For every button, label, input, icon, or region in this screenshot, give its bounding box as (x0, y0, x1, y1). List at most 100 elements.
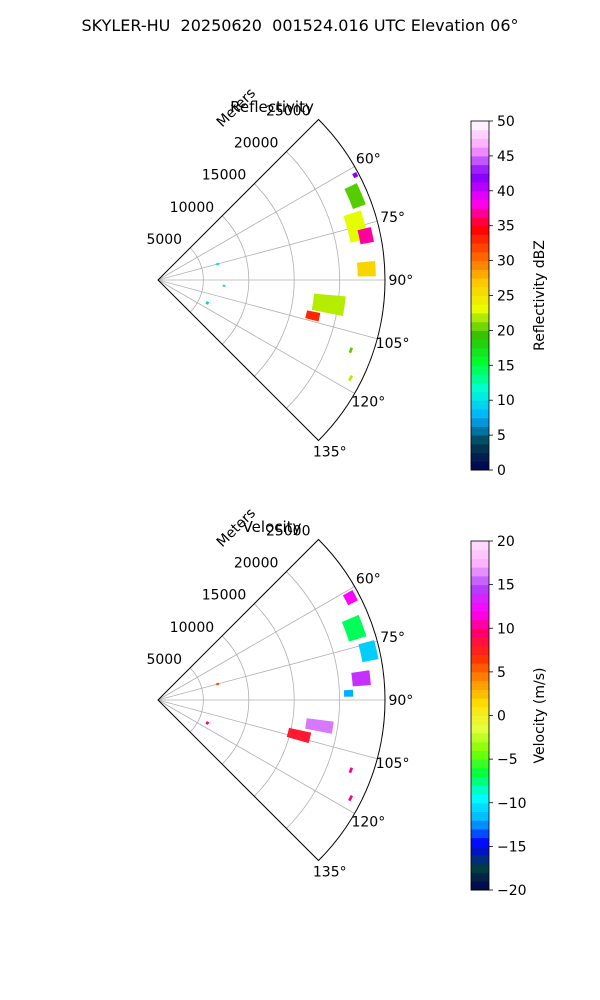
azimuth-gridline (157, 220, 378, 281)
colorbar-segment (471, 671, 489, 682)
echo-cell (348, 374, 354, 382)
sector-outline (157, 538, 386, 862)
velocity-panel: Velocity500010000150002000025000Meters60… (146, 505, 548, 899)
echo-cell (205, 721, 210, 725)
colorbar-tick-label: −20 (497, 883, 527, 899)
colorbar-tick-label: 5 (497, 428, 506, 444)
echo-cell (356, 261, 376, 277)
colorbar-segment (471, 173, 489, 183)
colorbar-tick-label: 20 (497, 323, 515, 339)
colorbar-tick-label: 0 (497, 709, 506, 725)
colorbar-segment (471, 330, 489, 340)
azimuth-tick-label: 90° (388, 693, 413, 709)
colorbar-segment (471, 794, 489, 804)
colorbar-segment (471, 129, 489, 139)
colorbar-segment (471, 225, 489, 235)
colorbar-segment (471, 295, 489, 305)
echo-cell (305, 310, 321, 322)
colorbar-segment (471, 443, 489, 454)
colorbar-segment (471, 260, 489, 270)
colorbar-segment (471, 408, 489, 419)
colorbar-segment (471, 147, 489, 157)
echo-cell (286, 727, 312, 744)
echo-cell (344, 183, 366, 210)
colorbar-segment (471, 881, 489, 891)
colorbar-segment (471, 863, 489, 874)
azimuth-tick-label: 75° (380, 630, 405, 646)
colorbar-segment (471, 654, 489, 664)
colorbar-segment (471, 251, 489, 262)
colorbar-segment (471, 304, 489, 314)
colorbar-segment (471, 584, 489, 594)
colorbar-segment (471, 374, 489, 384)
radial-tick-label: 25000 (266, 103, 311, 119)
colorbar-tick-label: −5 (497, 752, 518, 768)
azimuth-tick-label: 135° (313, 865, 347, 881)
colorbar-segment (471, 155, 489, 166)
colorbar-segment (471, 182, 489, 192)
colorbar-segment (471, 785, 489, 795)
figure-title: SKYLER-HU 20250620 001524.016 UTC Elevat… (81, 16, 519, 35)
colorbar-segment (471, 776, 489, 786)
azimuth-tick-label: 105° (376, 756, 410, 772)
colorbar-tick-label: 10 (497, 393, 515, 409)
echo-cell (342, 590, 358, 606)
echo-cell (357, 226, 374, 245)
colorbar-segment (471, 645, 489, 655)
echo-cell (216, 262, 220, 266)
echo-cell (348, 347, 354, 354)
colorbar-segment (471, 164, 489, 174)
azimuth-gridline (157, 699, 378, 760)
colorbar-segment (471, 234, 489, 244)
azimuth-gridline (157, 586, 355, 701)
colorbar-segment (471, 732, 489, 743)
azimuth-tick-label: 135° (313, 445, 347, 461)
colorbar-segment (471, 802, 489, 812)
colorbar-tick-label: 10 (497, 621, 515, 637)
colorbar-segment (471, 724, 489, 734)
colorbar-segment (471, 855, 489, 865)
colorbar-tick-label: 35 (497, 219, 515, 235)
azimuth-gridline (157, 279, 355, 394)
colorbar-segment (471, 121, 489, 131)
radial-tick-label: 5000 (146, 652, 182, 668)
colorbar-tick-label: 25 (497, 289, 515, 305)
panel-title: Reflectivity (230, 98, 314, 116)
azimuth-tick-label: 75° (380, 210, 405, 226)
radial-tick-label: 20000 (234, 556, 279, 572)
colorbar-segment (471, 567, 489, 577)
colorbar-segment (471, 759, 489, 769)
colorbar-segment (471, 575, 489, 586)
colorbar-tick-label: −10 (497, 796, 527, 812)
colorbar-segment (471, 593, 489, 603)
echo-cell (348, 767, 354, 774)
colorbar-segment (471, 321, 489, 331)
radial-tick-label: 15000 (202, 168, 247, 184)
panel-title: Velocity (243, 518, 302, 536)
colorbar-segment (471, 820, 489, 830)
colorbar-segment (471, 872, 489, 882)
colorbar-segment (471, 680, 489, 690)
echo-cell (311, 293, 346, 316)
colorbar-segment (471, 828, 489, 839)
radial-tick-label: 20000 (234, 136, 279, 152)
colorbar-tick-label: 40 (497, 184, 515, 200)
colorbar-segment (471, 269, 489, 279)
echo-cell (348, 794, 354, 802)
colorbar-segment (471, 706, 489, 716)
echo-cell (305, 718, 334, 734)
reflectivity-panel: Reflectivity500010000150002000025000Mete… (146, 85, 548, 479)
colorbar-segment (471, 365, 489, 375)
colorbar-segment (471, 689, 489, 699)
colorbar-segment (471, 698, 489, 708)
colorbar-segment (471, 347, 489, 358)
colorbar-segment (471, 715, 489, 725)
echo-cell (351, 670, 371, 687)
echo-cell (341, 614, 367, 642)
colorbar-tick-label: −15 (497, 839, 527, 855)
colorbar-tick-label: 20 (497, 534, 515, 550)
colorbar-segment (471, 602, 489, 612)
colorbar-segment (471, 243, 489, 253)
colorbar-segment (471, 138, 489, 148)
